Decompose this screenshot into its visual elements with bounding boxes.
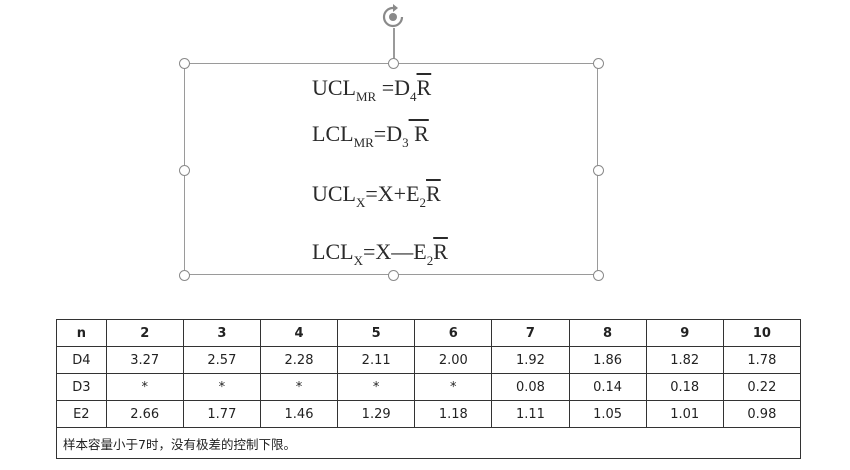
- table-cell: *: [337, 373, 416, 401]
- header-cell: 6: [414, 319, 493, 347]
- resize-handle-top-right[interactable]: [593, 58, 604, 69]
- resize-handle-left[interactable]: [179, 165, 190, 176]
- table-cell: 1.29: [337, 400, 416, 428]
- table-cell: 2.00: [414, 346, 493, 374]
- table-cell: 0.98: [722, 400, 802, 428]
- formula-lcl-mr: LCLMR=D3 R: [312, 121, 429, 150]
- table-cell: 1.11: [491, 400, 570, 428]
- table-cell: 2.66: [105, 400, 184, 428]
- table-cell: 1.82: [645, 346, 724, 374]
- table-cell: 1.18: [414, 400, 493, 428]
- resize-handle-bottom-left[interactable]: [179, 270, 190, 281]
- table-cell: 2.11: [337, 346, 416, 374]
- header-cell: 5: [337, 319, 416, 347]
- table-cell: 1.05: [568, 400, 647, 428]
- table-row-d3: D3 * * * * * 0.08 0.14 0.18 0.22: [56, 373, 802, 401]
- header-cell: 3: [182, 319, 261, 347]
- table-cell: 0.08: [491, 373, 570, 401]
- table-cell: 1.77: [182, 400, 261, 428]
- table-cell: 3.27: [105, 346, 184, 374]
- header-cell: 7: [491, 319, 570, 347]
- formula-ucl-x: UCLX=X+E2R: [312, 181, 441, 210]
- row-label-cell: D3: [56, 373, 107, 401]
- formula-ucl-mr: UCLMR =D4R: [312, 75, 432, 104]
- control-chart-constants-table: n 2 3 4 5 6 7 8 9 10 D4 3.27 2.57 2.28 2…: [56, 319, 802, 459]
- table-row-d4: D4 3.27 2.57 2.28 2.11 2.00 1.92 1.86 1.…: [56, 346, 802, 374]
- resize-handle-bottom[interactable]: [388, 270, 399, 281]
- table-cell: *: [259, 373, 339, 401]
- resize-handle-right[interactable]: [593, 165, 604, 176]
- table-cell: 1.78: [722, 346, 802, 374]
- table-note: 样本容量小于7时，没有极差的控制下限。: [56, 427, 801, 459]
- table-cell: *: [105, 373, 184, 401]
- table-note-row: 样本容量小于7时，没有极差的控制下限。: [56, 427, 801, 459]
- table-cell: 0.14: [568, 373, 647, 401]
- resize-handle-bottom-right[interactable]: [593, 270, 604, 281]
- table-cell: 1.46: [259, 400, 339, 428]
- resize-handle-top-left[interactable]: [179, 58, 190, 69]
- header-cell: 2: [105, 319, 184, 347]
- table-cell: *: [182, 373, 261, 401]
- table-cell: 0.22: [722, 373, 802, 401]
- table-cell: 2.28: [259, 346, 339, 374]
- row-label-cell: E2: [56, 400, 107, 428]
- header-cell: 4: [259, 319, 339, 347]
- table-cell: 2.57: [182, 346, 261, 374]
- table-cell: 1.92: [491, 346, 570, 374]
- rotation-stem: [393, 28, 395, 63]
- header-cell: n: [56, 319, 107, 347]
- formula-lcl-x: LCLX=X—E2R: [312, 239, 448, 268]
- resize-handle-top[interactable]: [388, 58, 399, 69]
- table-cell: 1.01: [645, 400, 724, 428]
- header-cell: 10: [722, 319, 802, 347]
- table-cell: 1.86: [568, 346, 647, 374]
- table-row-e2: E2 2.66 1.77 1.46 1.29 1.18 1.11 1.05 1.…: [56, 400, 802, 428]
- table-cell: *: [414, 373, 493, 401]
- table-cell: 0.18: [645, 373, 724, 401]
- rotate-handle-icon[interactable]: [379, 3, 407, 31]
- table-header-row: n 2 3 4 5 6 7 8 9 10: [56, 319, 802, 347]
- header-cell: 9: [645, 319, 724, 347]
- row-label-cell: D4: [56, 346, 107, 374]
- header-cell: 8: [568, 319, 647, 347]
